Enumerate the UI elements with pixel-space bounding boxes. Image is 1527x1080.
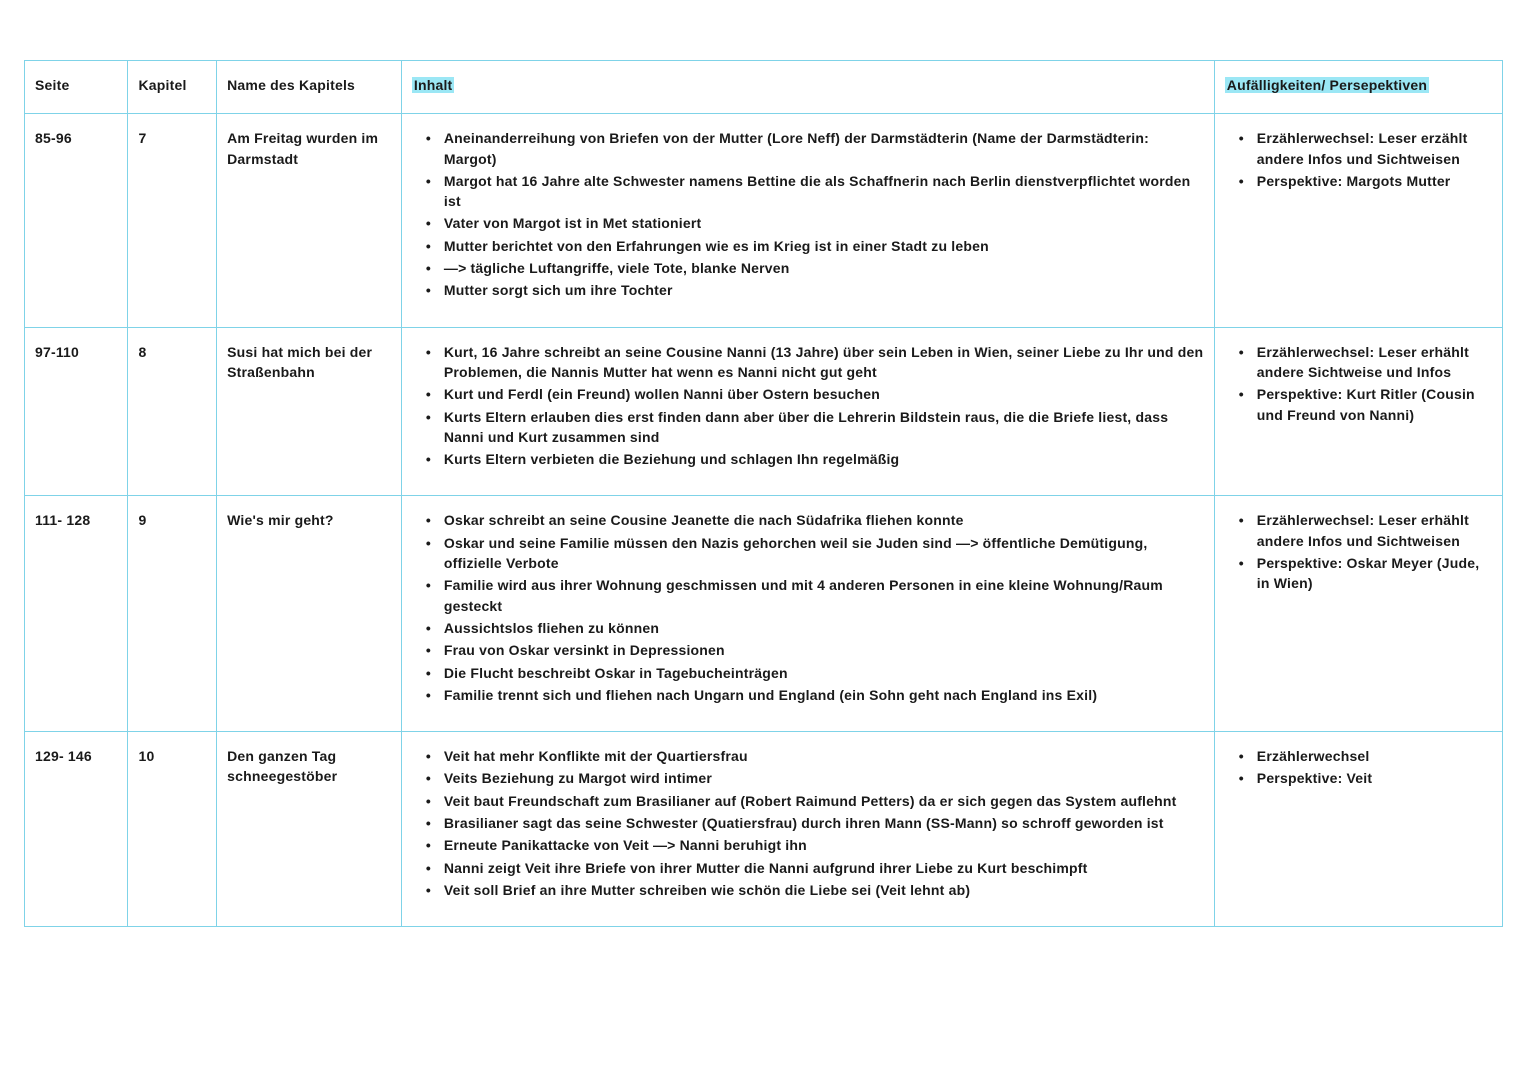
- cell-seite: 97-110: [25, 327, 128, 496]
- inhalt-list: Kurt, 16 Jahre schreibt an seine Cousine…: [422, 342, 1204, 470]
- list-item: Kurt, 16 Jahre schreibt an seine Cousine…: [422, 342, 1204, 383]
- cell-name: Den ganzen Tag schneegestöber: [217, 732, 402, 927]
- list-item: Erzählerwechsel: [1235, 746, 1492, 766]
- list-item: Erzählerwechsel: Leser erzählt andere In…: [1235, 128, 1492, 169]
- cell-auff: Erzählerwechsel: Leser erhählt andere Si…: [1214, 327, 1502, 496]
- list-item: —> tägliche Luftangriffe, viele Tote, bl…: [422, 258, 1204, 278]
- list-item: Nanni zeigt Veit ihre Briefe von ihrer M…: [422, 858, 1204, 878]
- list-item: Oskar und seine Familie müssen den Nazis…: [422, 533, 1204, 574]
- cell-inhalt: Aneinanderreihung von Briefen von der Mu…: [401, 114, 1214, 327]
- inhalt-list: Aneinanderreihung von Briefen von der Mu…: [422, 128, 1204, 300]
- list-item: Perspektive: Veit: [1235, 768, 1492, 788]
- table-row: 129- 146 10 Den ganzen Tag schneegestöbe…: [25, 732, 1503, 927]
- table-row: 85-96 7 Am Freitag wurden im Darmstadt A…: [25, 114, 1503, 327]
- auff-list: Erzählerwechsel: Leser erzählt andere In…: [1235, 128, 1492, 191]
- cell-name: Am Freitag wurden im Darmstadt: [217, 114, 402, 327]
- list-item: Veit soll Brief an ihre Mutter schreiben…: [422, 880, 1204, 900]
- list-item: Perspektive: Oskar Meyer (Jude, in Wien): [1235, 553, 1492, 594]
- list-item: Perspektive: Margots Mutter: [1235, 171, 1492, 191]
- cell-name: Susi hat mich bei der Straßenbahn: [217, 327, 402, 496]
- auff-list: Erzählerwechsel: Leser erhählt andere Si…: [1235, 342, 1492, 425]
- list-item: Erzählerwechsel: Leser erhählt andere In…: [1235, 510, 1492, 551]
- list-item: Aussichtslos fliehen zu können: [422, 618, 1204, 638]
- cell-auff: Erzählerwechsel: Leser erzählt andere In…: [1214, 114, 1502, 327]
- cell-kapitel: 9: [128, 496, 217, 732]
- list-item: Aneinanderreihung von Briefen von der Mu…: [422, 128, 1204, 169]
- list-item: Kurts Eltern verbieten die Beziehung und…: [422, 449, 1204, 469]
- list-item: Frau von Oskar versinkt in Depressionen: [422, 640, 1204, 660]
- cell-seite: 85-96: [25, 114, 128, 327]
- table-header: Seite Kapitel Name des Kapitels Inhalt A…: [25, 61, 1503, 114]
- list-item: Familie trennt sich und fliehen nach Ung…: [422, 685, 1204, 705]
- list-item: Die Flucht beschreibt Oskar in Tagebuche…: [422, 663, 1204, 683]
- cell-inhalt: Veit hat mehr Konflikte mit der Quartier…: [401, 732, 1214, 927]
- cell-kapitel: 7: [128, 114, 217, 327]
- header-seite: Seite: [25, 61, 128, 114]
- list-item: Kurt und Ferdl (ein Freund) wollen Nanni…: [422, 384, 1204, 404]
- cell-seite: 129- 146: [25, 732, 128, 927]
- header-inhalt: Inhalt: [401, 61, 1214, 114]
- list-item: Veits Beziehung zu Margot wird intimer: [422, 768, 1204, 788]
- cell-inhalt: Oskar schreibt an seine Cousine Jeanette…: [401, 496, 1214, 732]
- list-item: Erzählerwechsel: Leser erhählt andere Si…: [1235, 342, 1492, 383]
- auff-list: Erzählerwechsel Perspektive: Veit: [1235, 746, 1492, 789]
- list-item: Erneute Panikattacke von Veit —> Nanni b…: [422, 835, 1204, 855]
- header-kapitel: Kapitel: [128, 61, 217, 114]
- inhalt-list: Veit hat mehr Konflikte mit der Quartier…: [422, 746, 1204, 900]
- list-item: Familie wird aus ihrer Wohnung geschmiss…: [422, 575, 1204, 616]
- header-inhalt-text: Inhalt: [412, 77, 455, 93]
- list-item: Mutter sorgt sich um ihre Tochter: [422, 280, 1204, 300]
- cell-kapitel: 10: [128, 732, 217, 927]
- header-auff-text: Aufälligkeiten/ Persepektiven: [1225, 77, 1429, 93]
- cell-auff: Erzählerwechsel: Leser erhählt andere In…: [1214, 496, 1502, 732]
- list-item: Veit baut Freundschaft zum Brasilianer a…: [422, 791, 1204, 811]
- table-body: 85-96 7 Am Freitag wurden im Darmstadt A…: [25, 114, 1503, 927]
- list-item: Brasilianer sagt das seine Schwester (Qu…: [422, 813, 1204, 833]
- cell-inhalt: Kurt, 16 Jahre schreibt an seine Cousine…: [401, 327, 1214, 496]
- cell-name: Wie's mir geht?: [217, 496, 402, 732]
- chapter-summary-table: Seite Kapitel Name des Kapitels Inhalt A…: [24, 60, 1503, 927]
- list-item: Margot hat 16 Jahre alte Schwester namen…: [422, 171, 1204, 212]
- list-item: Mutter berichtet von den Erfahrungen wie…: [422, 236, 1204, 256]
- list-item: Kurts Eltern erlauben dies erst finden d…: [422, 407, 1204, 448]
- cell-auff: Erzählerwechsel Perspektive: Veit: [1214, 732, 1502, 927]
- cell-kapitel: 8: [128, 327, 217, 496]
- cell-seite: 111- 128: [25, 496, 128, 732]
- header-auff: Aufälligkeiten/ Persepektiven: [1214, 61, 1502, 114]
- inhalt-list: Oskar schreibt an seine Cousine Jeanette…: [422, 510, 1204, 705]
- list-item: Veit hat mehr Konflikte mit der Quartier…: [422, 746, 1204, 766]
- list-item: Oskar schreibt an seine Cousine Jeanette…: [422, 510, 1204, 530]
- list-item: Vater von Margot ist in Met stationiert: [422, 213, 1204, 233]
- table-row: 97-110 8 Susi hat mich bei der Straßenba…: [25, 327, 1503, 496]
- list-item: Perspektive: Kurt Ritler (Cousin und Fre…: [1235, 384, 1492, 425]
- auff-list: Erzählerwechsel: Leser erhählt andere In…: [1235, 510, 1492, 593]
- header-name: Name des Kapitels: [217, 61, 402, 114]
- table-row: 111- 128 9 Wie's mir geht? Oskar schreib…: [25, 496, 1503, 732]
